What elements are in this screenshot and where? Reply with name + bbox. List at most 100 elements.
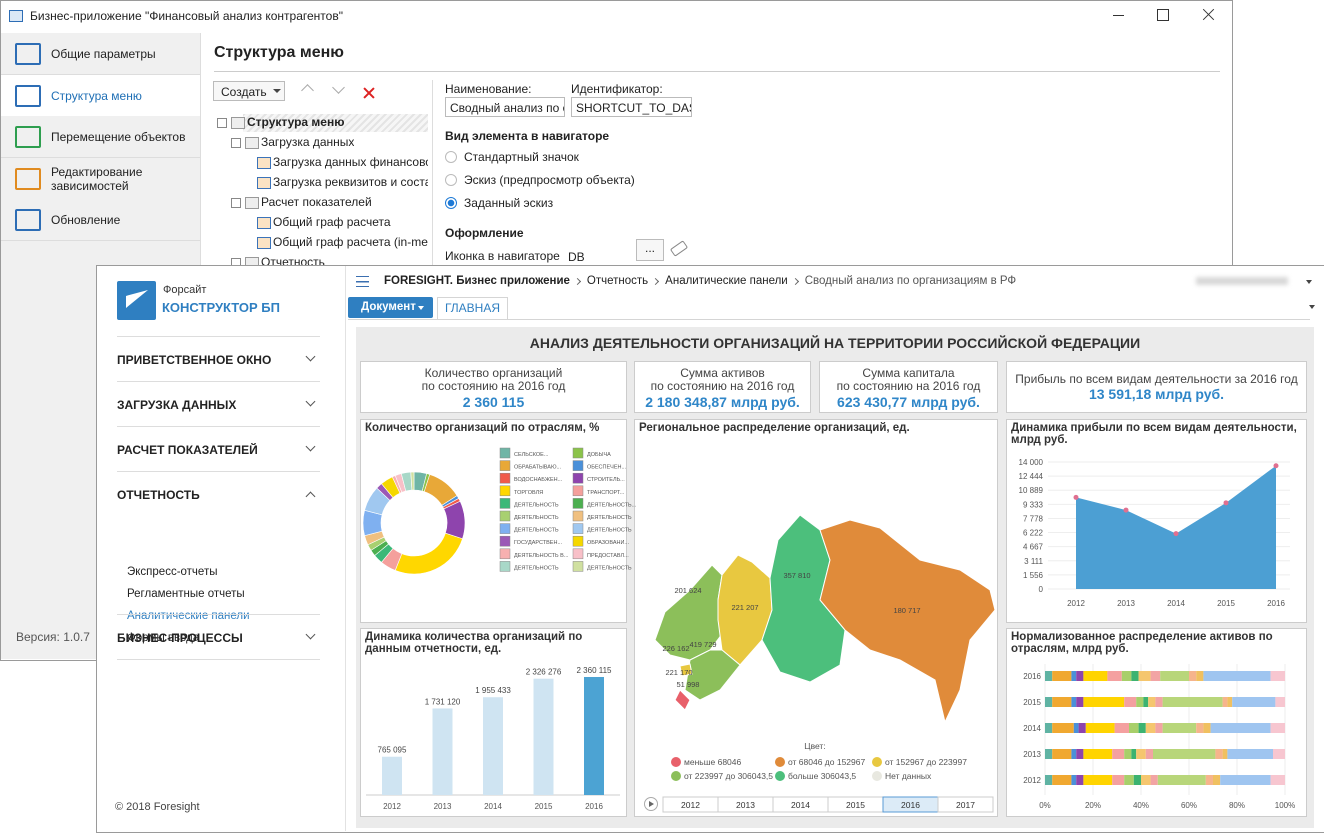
kpi-label: Сумма капитала xyxy=(862,366,955,380)
panel xyxy=(360,628,627,817)
menu-item[interactable]: БИЗНЕС-ПРОЦЕССЫ xyxy=(117,631,243,645)
tree-item[interactable]: Расчет показателей xyxy=(261,195,372,209)
tree-item[interactable]: Структура меню xyxy=(247,115,345,129)
field-label: Наименование: xyxy=(445,82,532,96)
tree-item[interactable]: Общий граф расчета xyxy=(273,215,391,229)
tree-icon xyxy=(257,237,271,249)
kpi-label: по состоянию на 2016 год xyxy=(421,379,566,393)
app-icon xyxy=(9,10,23,22)
nav-label[interactable]: Перемещение объектов xyxy=(51,130,186,144)
breadcrumb-item[interactable]: FORESIGHT. Бизнес приложение xyxy=(384,275,570,287)
heading: Структура меню xyxy=(214,44,344,61)
kpi-card xyxy=(360,361,627,413)
kpi-value: 2 180 348,87 млрд руб. xyxy=(645,394,800,410)
tree-icon xyxy=(245,137,259,149)
nav-label[interactable]: Общие параметры xyxy=(51,47,156,61)
nav-icon xyxy=(15,167,41,190)
minimize[interactable] xyxy=(1113,15,1124,16)
tree-item[interactable]: Загрузка реквизитов и соста xyxy=(273,175,428,189)
tree-icon xyxy=(257,217,271,229)
submenu-item[interactable]: Формы ввода xyxy=(127,632,200,644)
radio[interactable] xyxy=(445,197,457,209)
document-caret xyxy=(418,306,424,310)
tabs-caret xyxy=(1309,305,1315,309)
menu-separator xyxy=(117,614,320,615)
tree-icon xyxy=(257,177,271,189)
kpi-label: Сумма активов xyxy=(680,366,765,380)
brand-bottom: КОНСТРУКТОР БП xyxy=(162,300,280,315)
splitter xyxy=(432,80,433,270)
panel-title: Динамика прибыли по всем видам деятельно… xyxy=(1011,422,1297,446)
submenu-item[interactable]: Аналитические панели xyxy=(127,610,250,622)
copyright: © 2018 Foresight xyxy=(115,801,200,813)
breadcrumb-item[interactable]: Отчетность xyxy=(586,275,649,287)
tree-icon xyxy=(257,157,271,169)
text-input[interactable]: SHORTCUT_TO_DASH xyxy=(571,97,692,117)
radio-label[interactable]: Стандартный значок xyxy=(464,150,579,164)
tab-rule xyxy=(348,319,1310,320)
panel xyxy=(360,419,627,623)
nav-item[interactable] xyxy=(1,157,200,200)
user-caret xyxy=(1306,280,1312,284)
title-bar xyxy=(1,1,1232,32)
dropdown-caret xyxy=(273,89,281,93)
brand-top: Форсайт xyxy=(163,284,207,296)
text-input[interactable]: Сводный анализ по ор xyxy=(445,97,565,117)
kpi-card xyxy=(1006,361,1307,413)
tree-toggle[interactable] xyxy=(231,138,241,148)
nav-icon xyxy=(15,126,41,148)
tab[interactable]: ГЛАВНАЯ xyxy=(437,297,508,319)
menu-separator xyxy=(117,659,320,660)
tree-toggle[interactable] xyxy=(231,198,241,208)
document-button[interactable]: Документ xyxy=(348,297,433,318)
breadcrumb: FORESIGHT. Бизнес приложение Отчетность Ан… xyxy=(384,275,1016,287)
nav-label[interactable]: Обновление xyxy=(51,213,121,227)
submenu-item[interactable]: Регламентные отчеты xyxy=(127,588,245,600)
kpi-label: по состоянию на 2016 год xyxy=(836,379,981,393)
logo xyxy=(117,281,156,320)
tree-item[interactable]: Загрузка данных xyxy=(261,135,355,149)
field-label: Идентификатор: xyxy=(571,82,663,96)
kpi-label: Количество организаций xyxy=(424,366,563,380)
panel-title: Количество организаций по отраслям, % xyxy=(365,422,600,434)
panel-title: Нормализованное распределение активов по… xyxy=(1011,631,1273,655)
tree-item[interactable]: Загрузка данных финансово xyxy=(273,155,428,169)
kpi-card xyxy=(634,361,811,413)
menu-separator xyxy=(117,471,320,472)
menu-separator xyxy=(117,336,320,337)
menu-item[interactable]: ЗАГРУЗКА ДАННЫХ xyxy=(117,398,237,412)
tree-item[interactable]: Общий граф расчета (in-mem xyxy=(273,235,428,249)
panel xyxy=(634,419,998,817)
menu-item[interactable]: ПРИВЕТСТВЕННОЕ ОКНО xyxy=(117,353,272,367)
hamburger[interactable] xyxy=(356,276,369,287)
radio-label[interactable]: Эскиз (предпросмотр объекта) xyxy=(464,173,635,187)
radio-label[interactable]: Заданный эскиз xyxy=(464,196,554,210)
menu-item[interactable]: ОТЧЕТНОСТЬ xyxy=(117,488,200,502)
menu-separator xyxy=(117,381,320,382)
breadcrumb-separator xyxy=(652,277,660,285)
create-button[interactable]: Создать xyxy=(213,81,285,101)
user-blur xyxy=(1196,277,1288,285)
panel-title: Динамика количества организаций по данны… xyxy=(365,631,583,655)
submenu-item[interactable]: Экспресс-отчеты xyxy=(127,566,218,578)
kpi-label: по состоянию на 2016 год xyxy=(650,379,795,393)
maximize[interactable] xyxy=(1157,9,1169,21)
nav-label[interactable]: Редактирование зависимостей xyxy=(51,164,143,193)
nav-item[interactable] xyxy=(1,199,200,241)
tree-toggle[interactable] xyxy=(217,118,227,128)
browse-button[interactable]: ... xyxy=(636,239,664,261)
kpi-value: 13 591,18 млрд руб. xyxy=(1088,386,1225,402)
kpi-card xyxy=(819,361,998,413)
menu-item[interactable]: РАСЧЕТ ПОКАЗАТЕЛЕЙ xyxy=(117,443,258,457)
nav-item[interactable] xyxy=(1,74,200,117)
panel-title: Региональное распределение организаций, … xyxy=(639,422,910,434)
radio[interactable] xyxy=(445,151,457,163)
menu-separator xyxy=(117,426,320,427)
sidebar xyxy=(97,266,346,831)
breadcrumb-item: Сводный анализ по организациям в РФ xyxy=(804,275,1017,287)
nav-label[interactable]: Структура меню xyxy=(51,88,142,103)
section-heading: Вид элемента в навигаторе xyxy=(445,129,610,143)
breadcrumb-item[interactable]: Аналитические панели xyxy=(665,275,788,287)
radio[interactable] xyxy=(445,174,457,186)
